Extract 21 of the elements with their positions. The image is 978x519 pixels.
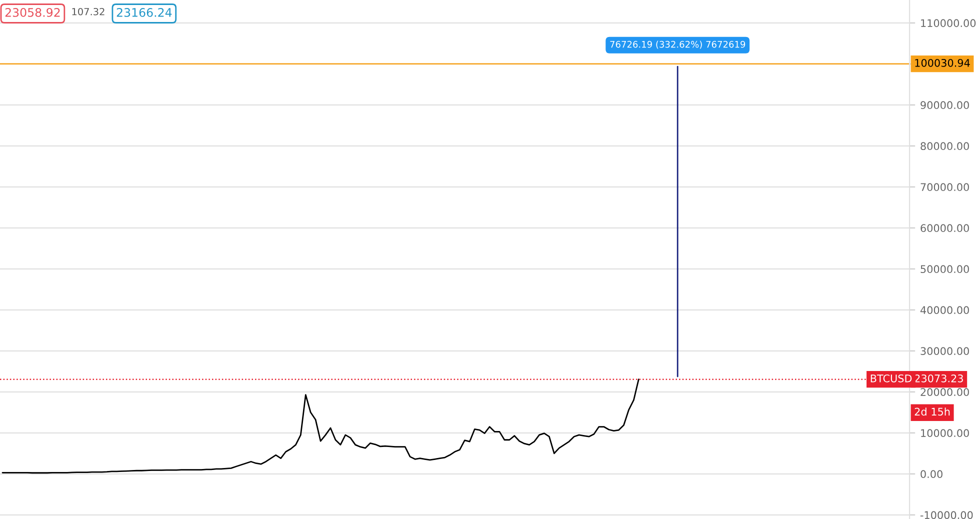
y-tick-label: 70000.00 <box>920 183 969 192</box>
annotation: BTCUSD <box>870 374 912 382</box>
annotation: 107.32 <box>72 8 104 16</box>
y-tick-label: 10000.00 <box>921 429 969 438</box>
y-tick-label: 90000.00 <box>920 101 969 110</box>
y-tick-label: 0.00 <box>920 470 942 478</box>
annotation: 76726.19 (332.62%) 7672619 <box>610 40 746 49</box>
y-tick-label: 50000.00 <box>920 265 969 274</box>
annotation: 23058.92 <box>5 8 60 17</box>
text: 2d 15h <box>914 408 950 416</box>
y-tick-label: 30000.00 <box>920 347 969 356</box>
line-series <box>2 378 640 474</box>
y-tick-label: 20000.00 <box>920 388 969 396</box>
y-tick-label: -10000.00 <box>920 511 973 519</box>
annotation: 23166.24 <box>116 8 172 17</box>
ref-line-label: 23073.23 <box>914 374 963 382</box>
y-tick-label: 40000.00 <box>920 306 969 314</box>
y-tick-label: 60000.00 <box>920 224 969 232</box>
ref-line-label: 100030.94 <box>915 58 970 67</box>
y-tick-label: 110000.00 <box>921 19 976 28</box>
y-tick-label: 80000.00 <box>920 142 969 150</box>
